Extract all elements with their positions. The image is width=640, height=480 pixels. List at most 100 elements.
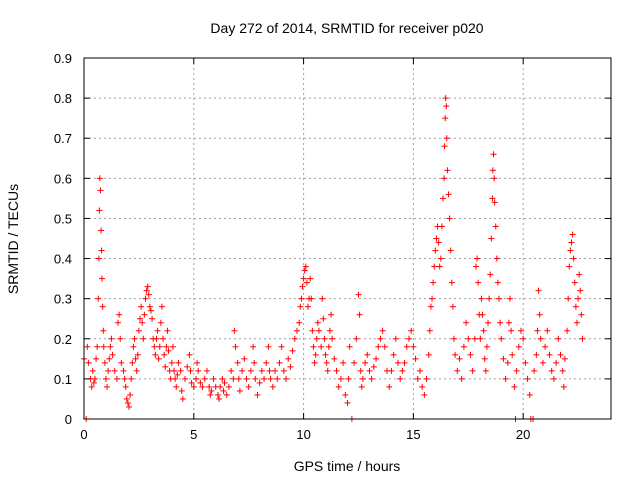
- data-point: [441, 175, 448, 182]
- data-point: [362, 359, 369, 366]
- x-tick-label: 15: [406, 427, 420, 442]
- data-point: [469, 367, 476, 374]
- data-point: [216, 395, 223, 402]
- data-point: [232, 343, 239, 350]
- x-axis-label: GPS time / hours: [294, 458, 401, 474]
- data-point: [293, 327, 300, 334]
- data-point: [96, 207, 103, 214]
- data-point: [221, 379, 228, 386]
- data-point: [559, 367, 566, 374]
- data-point: [544, 327, 551, 334]
- data-point: [301, 267, 308, 274]
- data-point: [184, 363, 191, 370]
- y-tick-label: 0.4: [54, 252, 72, 267]
- data-point: [344, 399, 351, 406]
- data-point: [120, 367, 127, 374]
- data-point: [241, 355, 248, 362]
- data-point: [427, 303, 434, 310]
- data-point: [117, 335, 124, 342]
- data-point: [412, 355, 419, 362]
- data-point: [285, 355, 292, 362]
- data-point: [154, 327, 161, 334]
- data-point: [243, 375, 250, 382]
- data-point: [442, 115, 449, 122]
- data-point: [133, 367, 140, 374]
- data-point: [353, 335, 360, 342]
- data-point: [135, 327, 142, 334]
- data-point: [564, 327, 571, 334]
- data-point: [324, 367, 331, 374]
- data-point: [310, 343, 317, 350]
- x-tick-label: 20: [516, 427, 530, 442]
- data-point: [187, 367, 194, 374]
- data-point: [423, 375, 430, 382]
- data-point: [171, 367, 178, 374]
- data-point: [313, 335, 320, 342]
- data-point: [482, 367, 489, 374]
- data-point: [152, 351, 159, 358]
- data-point: [370, 363, 377, 370]
- data-point: [88, 383, 95, 390]
- data-point: [161, 351, 168, 358]
- data-point: [223, 391, 230, 398]
- data-point: [199, 383, 206, 390]
- data-point: [496, 295, 503, 302]
- data-point: [425, 351, 432, 358]
- data-point: [206, 383, 213, 390]
- data-point: [100, 343, 107, 350]
- y-axis-label: SRMTID / TECUs: [5, 184, 21, 294]
- data-point: [320, 315, 327, 322]
- data-point: [522, 359, 529, 366]
- data-point: [219, 375, 226, 382]
- data-point: [155, 355, 162, 362]
- data-point: [329, 335, 336, 342]
- data-point: [175, 359, 182, 366]
- data-point: [90, 379, 97, 386]
- data-point: [116, 311, 123, 318]
- data-point: [95, 295, 102, 302]
- data-point: [169, 343, 176, 350]
- data-point: [258, 367, 265, 374]
- data-point: [546, 351, 553, 358]
- data-point: [100, 327, 107, 334]
- data-point: [190, 383, 197, 390]
- data-point: [397, 375, 404, 382]
- data-point: [438, 223, 445, 230]
- data-point: [225, 383, 232, 390]
- data-point: [405, 335, 412, 342]
- data-point: [91, 375, 98, 382]
- data-point: [478, 295, 485, 302]
- data-point: [303, 279, 310, 286]
- data-point: [97, 187, 104, 194]
- data-point: [576, 271, 583, 278]
- data-point: [506, 295, 513, 302]
- data-point: [287, 363, 294, 370]
- data-point: [234, 359, 241, 366]
- data-point: [346, 343, 353, 350]
- data-point: [182, 375, 189, 382]
- data-point: [107, 343, 114, 350]
- data-point: [432, 247, 439, 254]
- data-point: [520, 335, 527, 342]
- data-point: [138, 303, 145, 310]
- data-point: [566, 263, 573, 270]
- data-point: [194, 359, 201, 366]
- data-point: [130, 343, 137, 350]
- data-point: [231, 327, 238, 334]
- data-point: [333, 367, 340, 374]
- data-point: [307, 275, 314, 282]
- data-point: [165, 347, 172, 354]
- data-point: [118, 359, 125, 366]
- data-point: [508, 327, 515, 334]
- data-point: [144, 283, 151, 290]
- data-point: [304, 303, 311, 310]
- data-point: [172, 375, 179, 382]
- data-point: [511, 383, 518, 390]
- data-point: [269, 383, 276, 390]
- x-tick-label: 0: [80, 427, 87, 442]
- data-point: [578, 311, 585, 318]
- data-point: [475, 279, 482, 286]
- data-point: [99, 303, 106, 310]
- data-point: [502, 375, 509, 382]
- data-point: [98, 247, 105, 254]
